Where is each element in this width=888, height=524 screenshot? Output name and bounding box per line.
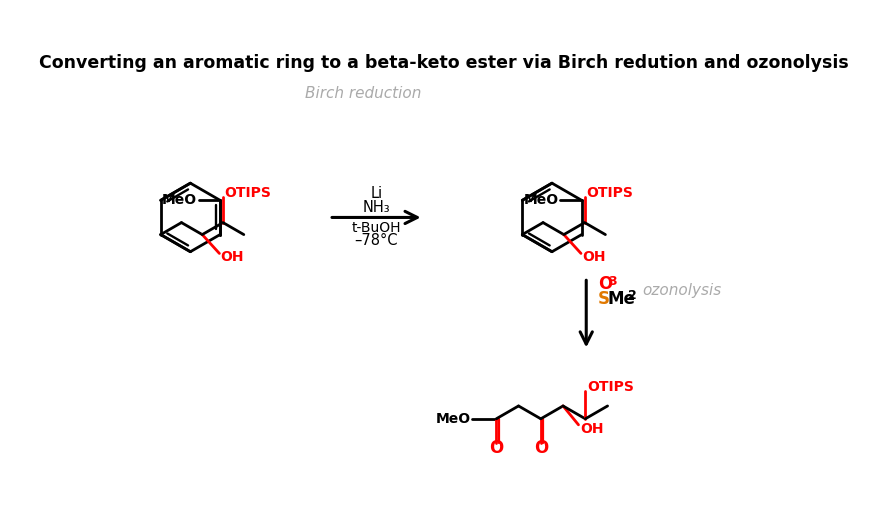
- Text: Birch reduction: Birch reduction: [305, 86, 422, 101]
- Text: OH: OH: [580, 422, 604, 436]
- Text: OTIPS: OTIPS: [586, 187, 633, 201]
- Text: MeO: MeO: [435, 412, 471, 426]
- Text: OTIPS: OTIPS: [587, 380, 634, 394]
- Text: NH₃: NH₃: [362, 200, 390, 215]
- Text: O: O: [534, 439, 548, 457]
- Text: Converting an aromatic ring to a beta-keto ester via Birch redution and ozonolys: Converting an aromatic ring to a beta-ke…: [39, 54, 849, 72]
- Text: O: O: [489, 439, 503, 457]
- Text: 3: 3: [608, 275, 617, 288]
- Text: t-BuOH: t-BuOH: [352, 221, 401, 235]
- Text: MeO: MeO: [523, 193, 559, 208]
- Text: S: S: [599, 290, 610, 308]
- Text: OTIPS: OTIPS: [225, 187, 272, 201]
- Text: MeO: MeO: [162, 193, 197, 208]
- Text: OH: OH: [582, 250, 606, 264]
- Text: Li: Li: [370, 186, 383, 201]
- Text: OH: OH: [220, 250, 243, 264]
- Text: 2: 2: [628, 289, 637, 302]
- Text: –78°C: –78°C: [354, 233, 398, 248]
- Text: O: O: [599, 275, 613, 293]
- Text: Me: Me: [607, 290, 636, 308]
- Text: ozonolysis: ozonolysis: [642, 283, 721, 298]
